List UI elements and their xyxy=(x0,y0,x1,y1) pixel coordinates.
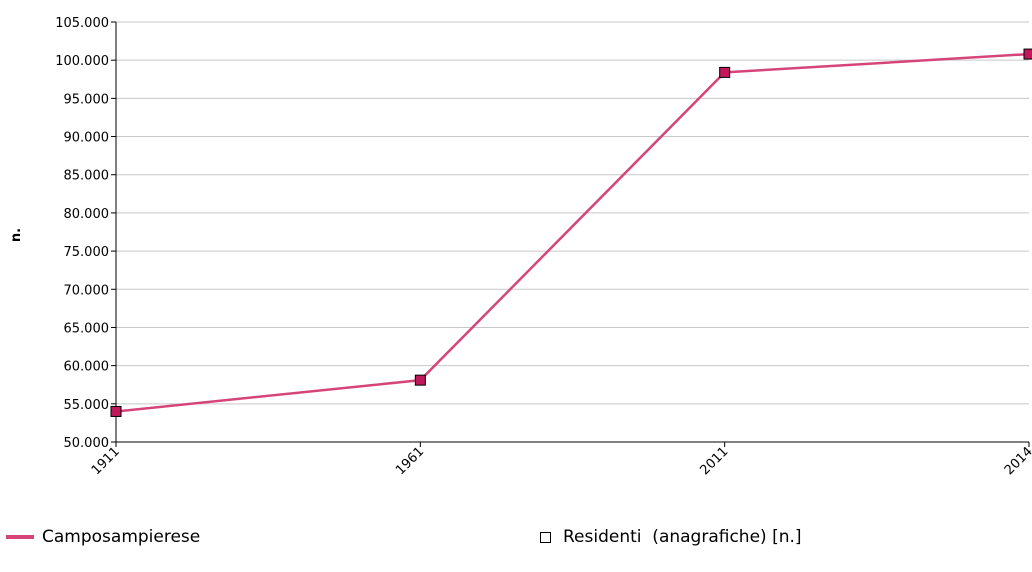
y-tick-label: 60.000 xyxy=(64,360,110,375)
data-point xyxy=(1023,48,1032,60)
legend-line-swatch xyxy=(6,535,34,539)
y-tick-labels: 50.000 55.000 60.000 65.000 70.000 75.000 80.0… xyxy=(55,16,116,451)
y-tick-label: 65.000 xyxy=(64,321,110,336)
y-tick-label: 100.000 xyxy=(55,54,109,69)
x-tick-label: 1961 xyxy=(393,444,427,478)
x-tick-labels: 1911 1961 2011 2014 xyxy=(89,442,1032,478)
x-tick-label: 2014 xyxy=(1002,444,1032,478)
y-tick-label: 80.000 xyxy=(64,207,110,222)
line-chart: 50.000 55.000 60.000 65.000 70.000 75.000 80.0… xyxy=(9,16,1032,478)
y-tick-label: 85.000 xyxy=(64,169,110,184)
y-tick-label: 90.000 xyxy=(64,131,110,146)
legend-indicator-label: Residenti (anagrafiche) [n.] xyxy=(563,527,802,547)
legend-item-series: Camposampierese xyxy=(6,527,200,547)
data-point xyxy=(110,405,122,417)
data-point xyxy=(414,374,426,386)
legend-square-icon xyxy=(540,531,551,543)
y-axis-label: n. xyxy=(9,228,24,242)
y-tick-label: 75.000 xyxy=(64,245,110,260)
y-tick-label: 95.000 xyxy=(64,92,110,107)
legend-item-indicator: Residenti (anagrafiche) [n.] xyxy=(540,527,802,547)
y-tick-label: 105.000 xyxy=(55,16,109,31)
legend-series-label: Camposampierese xyxy=(42,527,201,547)
axes xyxy=(115,22,1029,443)
y-tick-label: 70.000 xyxy=(64,283,110,298)
series-group xyxy=(110,48,1032,417)
series-line xyxy=(115,52,1030,413)
y-tick-label: 55.000 xyxy=(64,398,110,413)
y-tick-label: 50.000 xyxy=(64,436,110,451)
grid-lines xyxy=(116,21,1029,443)
x-tick-label: 2011 xyxy=(697,444,731,478)
data-point xyxy=(719,66,731,78)
legend: Camposampierese Residenti (anagrafiche) … xyxy=(0,527,1032,557)
